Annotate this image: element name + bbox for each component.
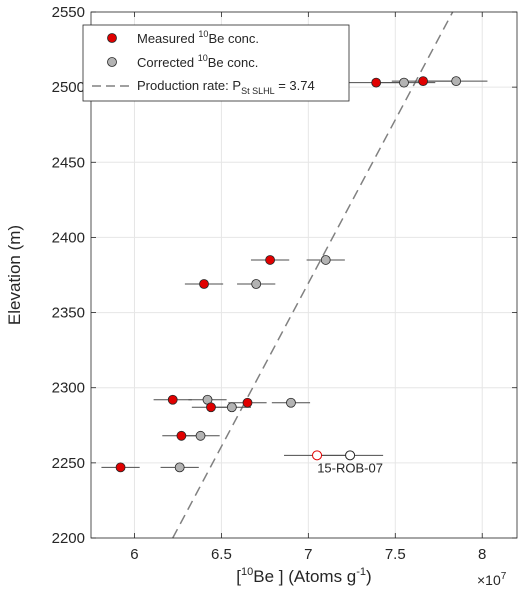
legend-corrected-superscript: 10 [198,53,208,63]
legend-measured-suffix: Be conc. [208,31,259,46]
measured-point [242,397,253,408]
measured-point [371,77,382,88]
y-axis-label: Elevation (m) [5,225,24,325]
y-tick-label: 2550 [52,4,85,21]
legend-entry-production-rate: Production rate: PSt SLHL = 3.74 [137,78,315,96]
measured-point [167,394,178,405]
x-axis-multiplier: ×107 [477,571,507,588]
y-tick-label: 2400 [52,229,85,246]
corrected-point [195,430,206,441]
production-rate-line [172,11,454,539]
annotation-label: 15-ROB-07 [317,460,383,475]
legend-measured-superscript: 10 [198,29,208,39]
legend-box [82,24,350,102]
y-tick-label: 2500 [52,79,85,96]
production-rate-line-group [172,11,454,539]
x-axis-label-part-2: Be ] (Atoms g [253,567,356,586]
legend-production-text: Production rate: P [137,78,241,93]
annotations: 15-ROB-07 [317,460,383,475]
x-tick-label: 6 [130,546,138,563]
measured-point [418,76,429,87]
x-axis-multiplier-exponent: 7 [501,571,507,582]
measured-point [115,462,126,473]
plot-frame [90,11,518,539]
x-axis-label-part-3: -1 [356,566,366,578]
corrected-point [226,402,237,413]
measured-point [312,450,323,461]
legend-corrected-text: Corrected [137,55,198,70]
x-axis-ticks: 6 6.5 7 7.5 8 [130,12,486,563]
y-tick-label: 2200 [52,530,85,547]
legend-corrected-suffix: Be conc. [208,55,259,70]
legend-marker-corrected [107,57,117,67]
x-tick-label: 6.5 [211,546,232,563]
x-axis-label: [10Be ] (Atoms g-1) [236,566,371,586]
x-tick-label: 7 [304,546,312,563]
legend-production-value: = 3.74 [275,78,315,93]
corrected-point [286,397,296,408]
measured-point [206,402,216,413]
x-axis-label-part-4: ) [366,567,372,586]
x-tick-label: 8 [478,546,486,563]
data-points [115,76,462,473]
measured-point [176,430,187,441]
corrected-point [399,77,409,88]
y-tick-label: 2300 [52,380,85,397]
legend-measured-text: Measured [137,31,198,46]
corrected-point [451,76,462,87]
corrected-point [320,255,331,265]
legend-marker-measured [107,33,117,43]
x-axis-label-part-0: [ [236,567,241,586]
corrected-point [174,462,185,473]
corrected-point [251,279,262,289]
measured-point [199,279,209,289]
legend-entry-measured: Measured 10Be conc. [137,29,259,46]
y-tick-label: 2250 [52,455,85,472]
legend-entry-corrected: Corrected 10Be conc. [137,53,258,70]
y-tick-label: 2450 [52,154,85,171]
corrected-point [345,450,356,461]
legend: Measured 10Be conc. Corrected 10Be conc.… [82,24,350,102]
x-tick-label: 7.5 [385,546,406,563]
measured-point [265,255,275,265]
legend-production-subscript: St SLHL [241,86,275,96]
y-tick-label: 2350 [52,305,85,322]
x-axis-multiplier-base: ×10 [477,572,501,588]
x-axis-label-part-1: 10 [241,566,253,578]
y-axis-ticks: 2200 2250 2300 2350 2400 2450 2500 2550 [52,4,517,547]
